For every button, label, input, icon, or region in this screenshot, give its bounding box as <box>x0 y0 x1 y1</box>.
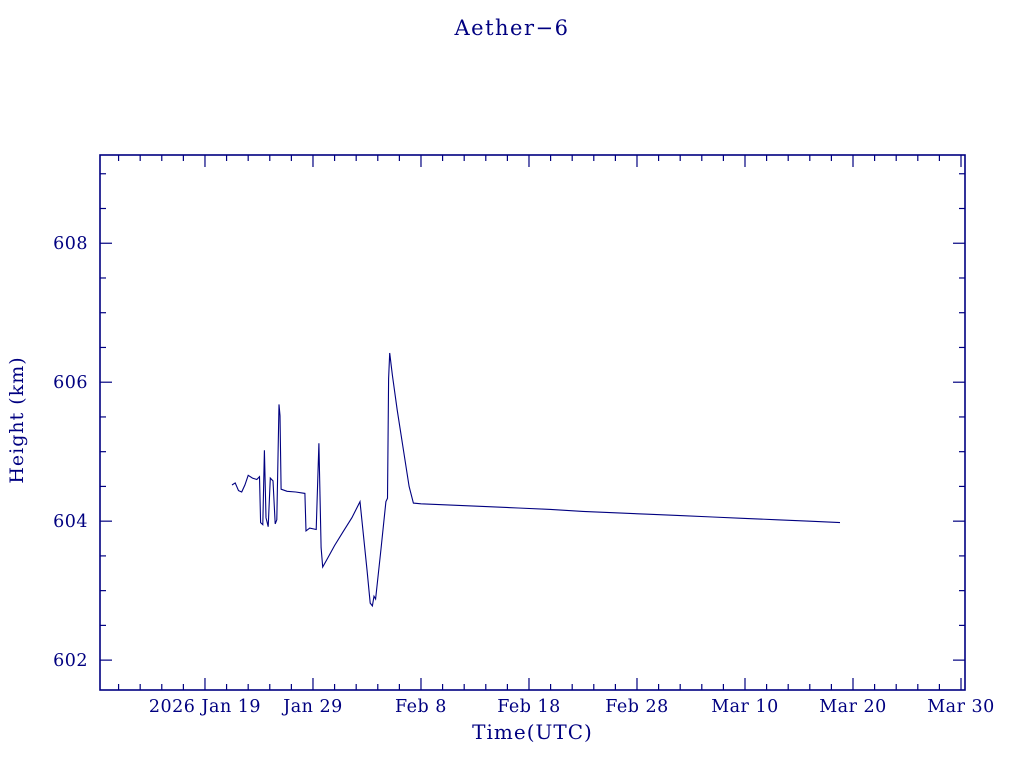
chart-title: Aether−6 <box>454 16 570 40</box>
x-tick-label: Mar 10 <box>711 697 779 717</box>
x-tick-label: Feb 18 <box>497 697 561 717</box>
x-tick-label: Jan 29 <box>281 697 343 717</box>
x-tick-label: 2026 Jan 19 <box>149 697 261 717</box>
height-series-line <box>231 352 841 608</box>
x-tick-label: Feb 8 <box>395 697 447 717</box>
x-tick-label: Feb 28 <box>605 697 669 717</box>
y-tick-label: 604 <box>53 512 88 532</box>
x-axis-label: Time(UTC) <box>472 720 593 744</box>
y-tick-label: 602 <box>53 651 88 671</box>
y-tick-label: 606 <box>53 373 88 393</box>
x-tick-label: Mar 30 <box>927 697 995 717</box>
x-tick-label: Mar 20 <box>819 697 887 717</box>
y-tick-label: 608 <box>53 234 88 254</box>
plot-border <box>99 154 966 691</box>
